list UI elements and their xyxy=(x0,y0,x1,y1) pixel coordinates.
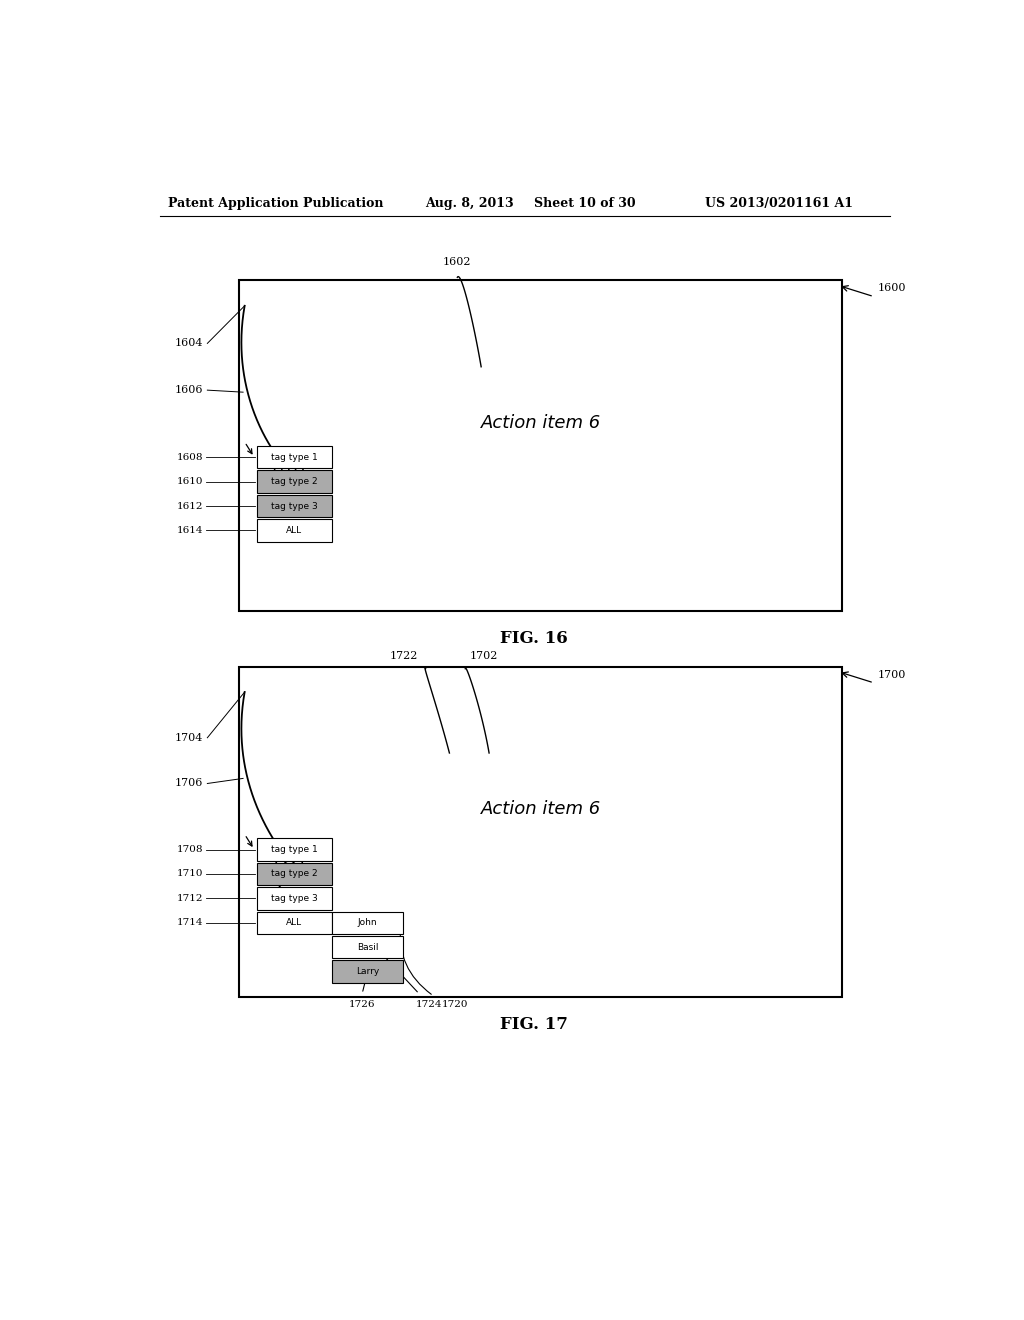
Bar xyxy=(257,470,332,492)
Text: 1610: 1610 xyxy=(177,477,204,486)
Text: 1714: 1714 xyxy=(177,919,204,927)
Bar xyxy=(332,961,403,982)
Text: FIG. 16: FIG. 16 xyxy=(501,630,568,647)
Bar xyxy=(257,912,332,935)
Bar xyxy=(240,667,843,997)
Text: 1712: 1712 xyxy=(177,894,204,903)
Text: Larry: Larry xyxy=(356,968,379,975)
Text: 1700: 1700 xyxy=(878,669,906,680)
Bar xyxy=(257,863,332,886)
Text: FIG. 17: FIG. 17 xyxy=(501,1016,568,1032)
Text: 1726: 1726 xyxy=(349,999,376,1008)
Text: Basil: Basil xyxy=(357,942,379,952)
Text: tag type 2: tag type 2 xyxy=(271,870,317,878)
Text: 1720: 1720 xyxy=(441,999,468,1008)
Text: 1600: 1600 xyxy=(878,284,906,293)
Text: 1702: 1702 xyxy=(469,652,498,661)
Text: Action item 6: Action item 6 xyxy=(480,800,601,818)
Bar xyxy=(257,519,332,541)
Text: Patent Application Publication: Patent Application Publication xyxy=(168,197,383,210)
Text: 1710: 1710 xyxy=(177,870,204,878)
Text: 1706: 1706 xyxy=(175,779,204,788)
Text: 1602: 1602 xyxy=(443,257,472,267)
Text: tag type 1: tag type 1 xyxy=(271,845,317,854)
Text: US 2013/0201161 A1: US 2013/0201161 A1 xyxy=(705,197,853,210)
Text: ALL: ALL xyxy=(286,525,302,535)
Text: 1604: 1604 xyxy=(175,338,204,348)
Bar xyxy=(240,280,843,611)
Text: Aug. 8, 2013: Aug. 8, 2013 xyxy=(425,197,514,210)
Bar xyxy=(257,446,332,469)
Text: tag type 2: tag type 2 xyxy=(271,477,317,486)
Bar xyxy=(332,912,403,935)
Text: 1606: 1606 xyxy=(175,385,204,395)
Text: John: John xyxy=(357,919,378,927)
Text: 1724: 1724 xyxy=(416,999,441,1008)
Text: 1708: 1708 xyxy=(177,845,204,854)
Bar xyxy=(332,936,403,958)
Text: tag type 3: tag type 3 xyxy=(271,894,317,903)
Text: Action item 6: Action item 6 xyxy=(480,413,601,432)
Text: tag type 3: tag type 3 xyxy=(271,502,317,511)
Text: 1722: 1722 xyxy=(389,652,418,661)
Bar xyxy=(257,838,332,861)
Bar xyxy=(257,887,332,909)
Text: Sheet 10 of 30: Sheet 10 of 30 xyxy=(534,197,635,210)
Text: ALL: ALL xyxy=(286,919,302,927)
Text: tag type 1: tag type 1 xyxy=(271,453,317,462)
Text: 1612: 1612 xyxy=(177,502,204,511)
Text: 1704: 1704 xyxy=(175,733,204,743)
Bar xyxy=(257,495,332,517)
Text: 1608: 1608 xyxy=(177,453,204,462)
Text: 1614: 1614 xyxy=(177,525,204,535)
